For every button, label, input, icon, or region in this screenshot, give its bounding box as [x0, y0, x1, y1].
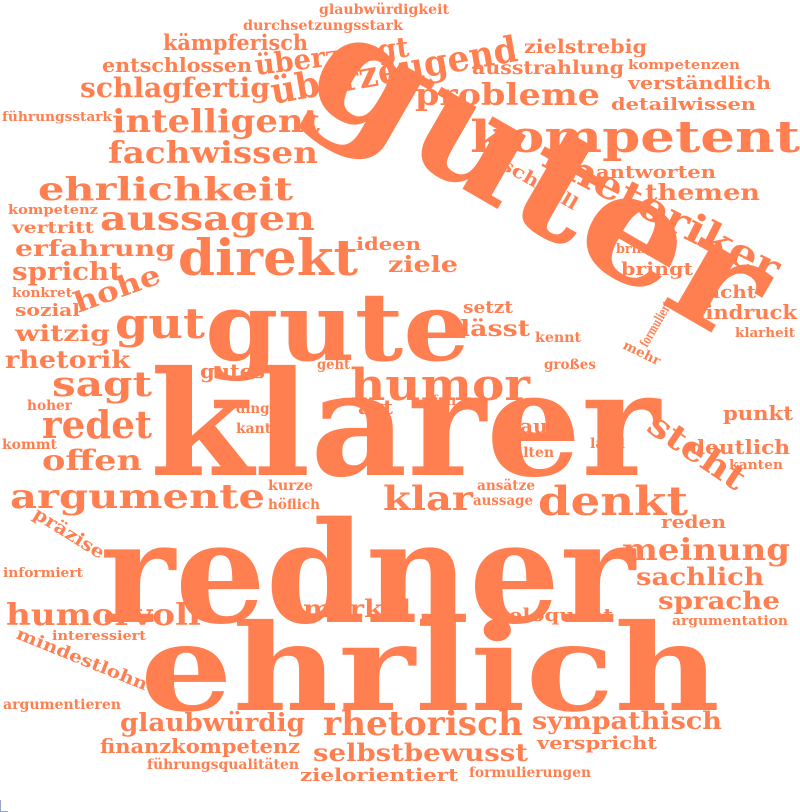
word-57: deutlich: [690, 435, 790, 459]
word-20: klar: [383, 479, 474, 519]
word-12: intelligent: [112, 102, 320, 140]
word-95: argumentieren: [3, 697, 121, 713]
word-15: aussagen: [100, 199, 315, 239]
word-73: setzt: [463, 298, 513, 318]
word-31: glaubwürdig: [120, 708, 305, 737]
word-30: sympathisch: [532, 706, 722, 735]
word-80: hoher: [27, 398, 73, 414]
word-46: detailwissen: [611, 95, 756, 115]
word-83: dinge: [236, 401, 278, 417]
word-41: rhetorik: [5, 345, 132, 374]
word-6: humor: [350, 360, 531, 411]
word-54: art: [358, 395, 394, 419]
word-99: bringen: [616, 242, 673, 257]
word-62: eloquent: [509, 605, 614, 626]
word-26: schlagfertig: [80, 73, 270, 104]
word-63: reden: [661, 512, 726, 533]
word-88: kurze: [268, 478, 313, 494]
word-19: redet: [42, 402, 152, 447]
word-40: witzig: [14, 321, 110, 347]
word-91: höflich: [268, 497, 320, 513]
word-85: land: [590, 436, 625, 452]
word-29: offen: [42, 444, 142, 477]
word-84: kante: [236, 421, 280, 437]
word-45: verständlich: [627, 73, 771, 94]
word-51: bringt: [621, 259, 694, 280]
word-78: großes: [544, 357, 596, 373]
word-56: punkt: [723, 401, 794, 425]
word-37: erfahrung: [15, 236, 175, 262]
word-92: informiert: [3, 566, 83, 581]
word-89: ansätze: [477, 478, 535, 494]
word-43: themen: [645, 180, 760, 206]
word-74: kennt: [535, 330, 582, 346]
word-33: merkel: [303, 594, 411, 623]
word-97: formulierungen: [469, 765, 591, 781]
corner-bracket: [0, 800, 8, 812]
word-42: zielstrebig: [524, 36, 647, 58]
word-68: führungsstark: [2, 110, 113, 125]
word-87: kanten: [729, 458, 784, 473]
word-48: lässt: [460, 316, 531, 342]
word-79: geht: [317, 357, 350, 373]
word-61: verspricht: [536, 733, 658, 754]
word-23: humorvoll: [6, 598, 201, 633]
word-24: rhetorisch: [323, 704, 523, 744]
word-18: sagt: [52, 364, 152, 405]
word-44: antworten: [596, 162, 716, 183]
word-52: macht: [686, 282, 757, 303]
word-11: probleme: [415, 78, 600, 113]
word-0: redner: [100, 492, 637, 656]
word-16: argumente: [10, 477, 265, 517]
word-70: vertritt: [11, 218, 95, 237]
word-27: kämpferisch: [163, 30, 308, 55]
word-81: kommt: [2, 437, 58, 453]
word-49: ziele: [388, 252, 458, 278]
word-38: spricht: [12, 257, 122, 286]
word-13: fachwissen: [108, 136, 318, 171]
word-53: eindruck: [692, 300, 798, 324]
word-59: finanzkompetenz: [100, 734, 300, 758]
word-69: kompetenz: [8, 203, 98, 218]
word-50: ideen: [356, 234, 421, 255]
word-17: gut: [115, 299, 206, 348]
word-75: klarheit: [735, 326, 795, 341]
word-5: kompetent: [470, 112, 800, 163]
word-28: entschlossen: [102, 53, 252, 77]
word-2: ehrlich: [140, 598, 720, 739]
word-86: halten: [504, 445, 554, 461]
word-93: interessiert: [52, 629, 146, 644]
word-60: zielorientiert: [300, 765, 459, 786]
word-36: ausstrahlung: [472, 57, 624, 79]
word-9: denkt: [538, 478, 689, 525]
word-72: sozial: [15, 301, 81, 321]
word-82: fair: [432, 393, 459, 409]
word-14: ehrlichkeit: [38, 170, 293, 208]
word-34: sachlich: [636, 562, 764, 591]
word-55: frau: [500, 414, 548, 438]
word-71: konkret: [12, 286, 72, 301]
word-1: klarer: [150, 340, 662, 510]
word-22: meinung: [622, 533, 790, 568]
word-66: glaubwürdigkeit: [319, 2, 450, 18]
word-98: kompetenzen: [628, 58, 741, 73]
word-58: gutes: [200, 359, 265, 383]
word-35: sprache: [658, 586, 780, 615]
word-4: gute: [205, 272, 470, 383]
word-7: direkt: [178, 228, 358, 287]
word-67: durchsetzungsstark: [243, 18, 403, 34]
word-90: aussage: [473, 493, 533, 509]
word-32: selbstbewusst: [313, 738, 528, 767]
word-96: führungsqualitäten: [147, 757, 299, 773]
word-94: argumentation: [672, 614, 789, 629]
